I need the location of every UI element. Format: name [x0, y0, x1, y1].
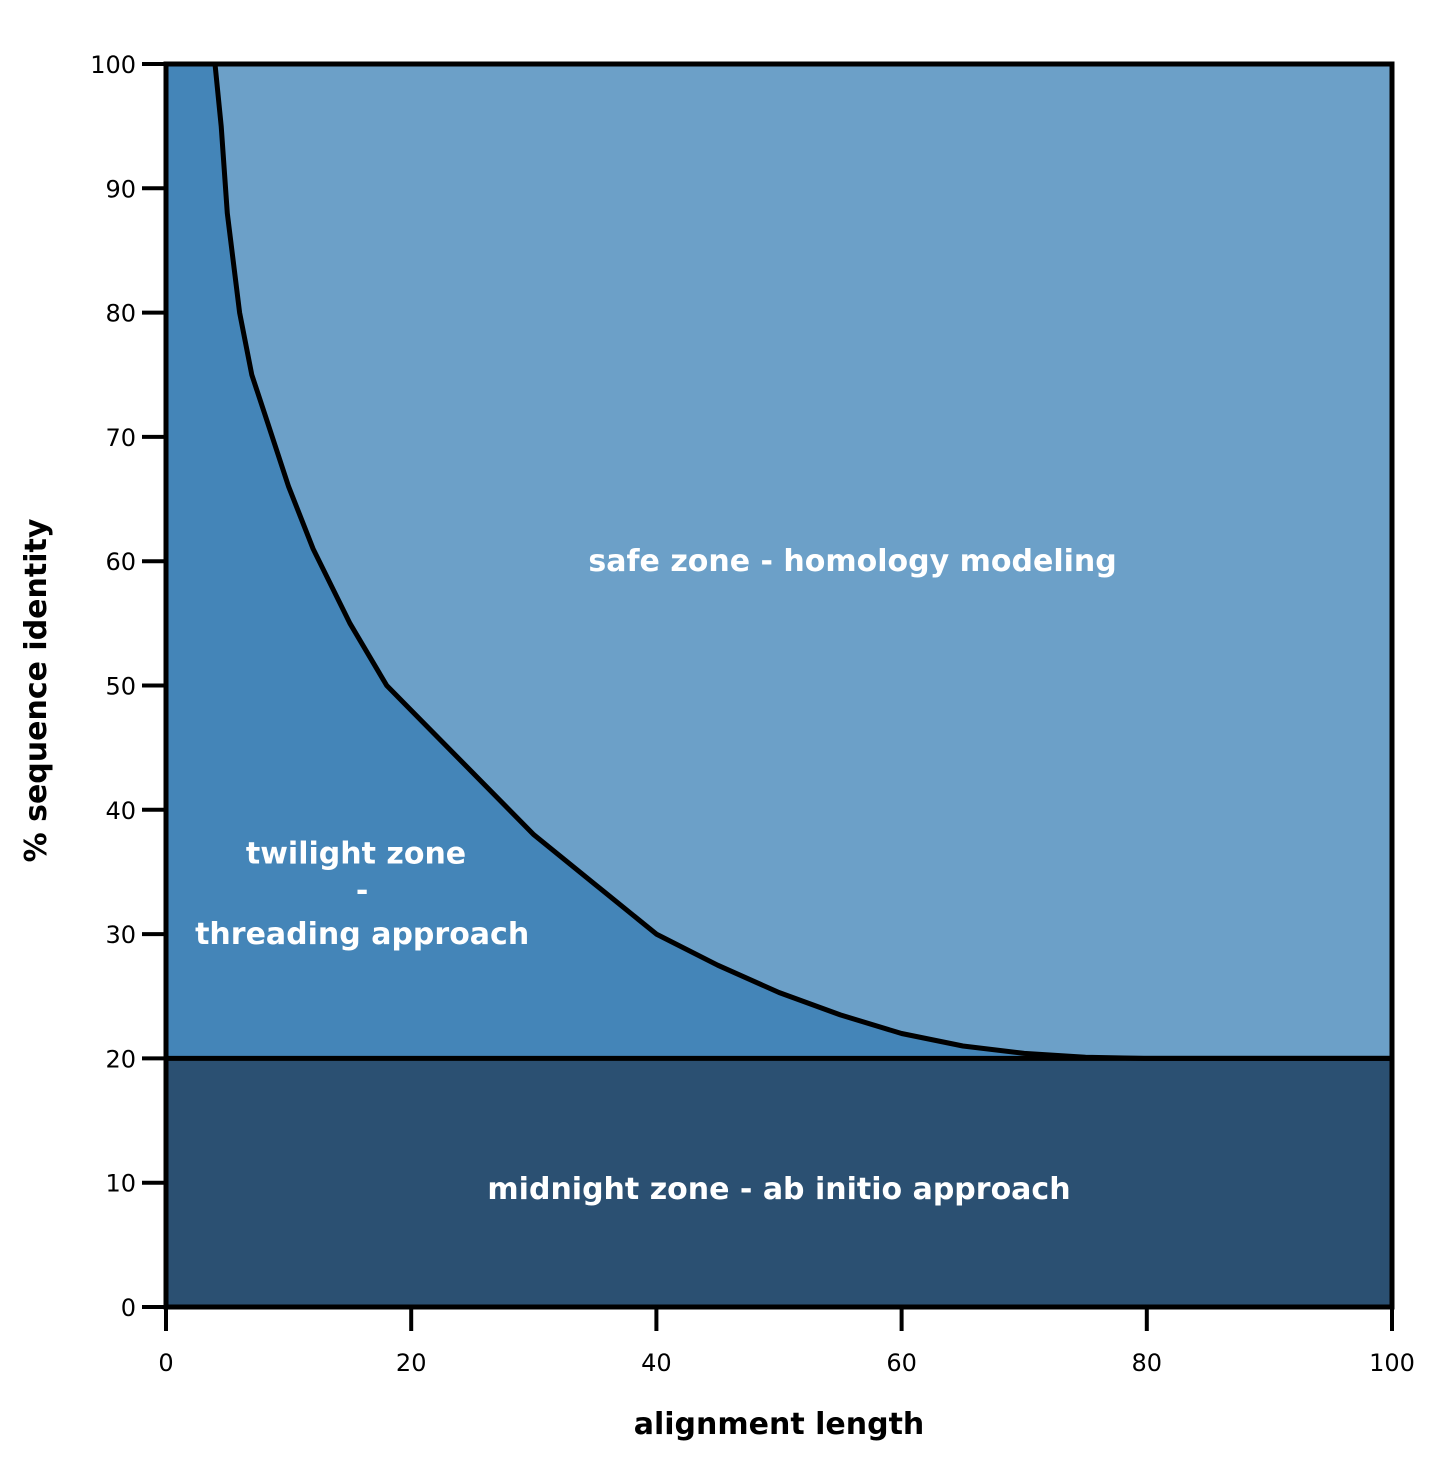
y-tick-label: 80: [105, 300, 136, 328]
x-tick-label: 80: [1132, 1349, 1163, 1377]
y-axis-ticks: 0 10 20 30 40 50 60 70 80 90 100: [90, 51, 166, 1322]
y-tick-label: 30: [105, 921, 136, 949]
twilight-zone-region: [166, 64, 1392, 1059]
y-tick-label: 100: [90, 51, 136, 79]
boundary-curve: [212, 63, 1392, 1061]
y-tick-label: 90: [105, 175, 136, 203]
x-tick-label: 100: [1369, 1349, 1415, 1377]
y-tick-label: 0: [121, 1294, 136, 1322]
x-axis-ticks: 0 20 40 60 80 100: [158, 1307, 1415, 1377]
twilight-zone-label-line-2: -: [356, 874, 368, 909]
midnight-zone-region: [166, 1058, 1392, 1307]
x-axis-title: alignment length: [634, 1407, 925, 1442]
y-tick-label: 10: [105, 1170, 136, 1198]
twilight-zone-label-line-3: threading approach: [195, 917, 529, 952]
midnight-zone-label: midnight zone - ab initio approach: [487, 1172, 1070, 1207]
twilight-zone-label-line-1: twilight zone: [246, 836, 466, 871]
x-tick-label: 0: [158, 1349, 173, 1377]
x-tick-label: 60: [886, 1349, 917, 1377]
y-tick-label: 60: [105, 548, 136, 576]
x-tick-label: 20: [396, 1349, 427, 1377]
y-tick-label: 70: [105, 424, 136, 452]
y-tick-label: 50: [105, 673, 136, 701]
y-tick-label: 40: [105, 797, 136, 825]
x-tick-label: 40: [641, 1349, 672, 1377]
y-tick-label: 20: [105, 1045, 136, 1073]
y-axis-title: % sequence identity: [19, 518, 54, 862]
safe-zone-label: safe zone - homology modeling: [588, 544, 1116, 579]
